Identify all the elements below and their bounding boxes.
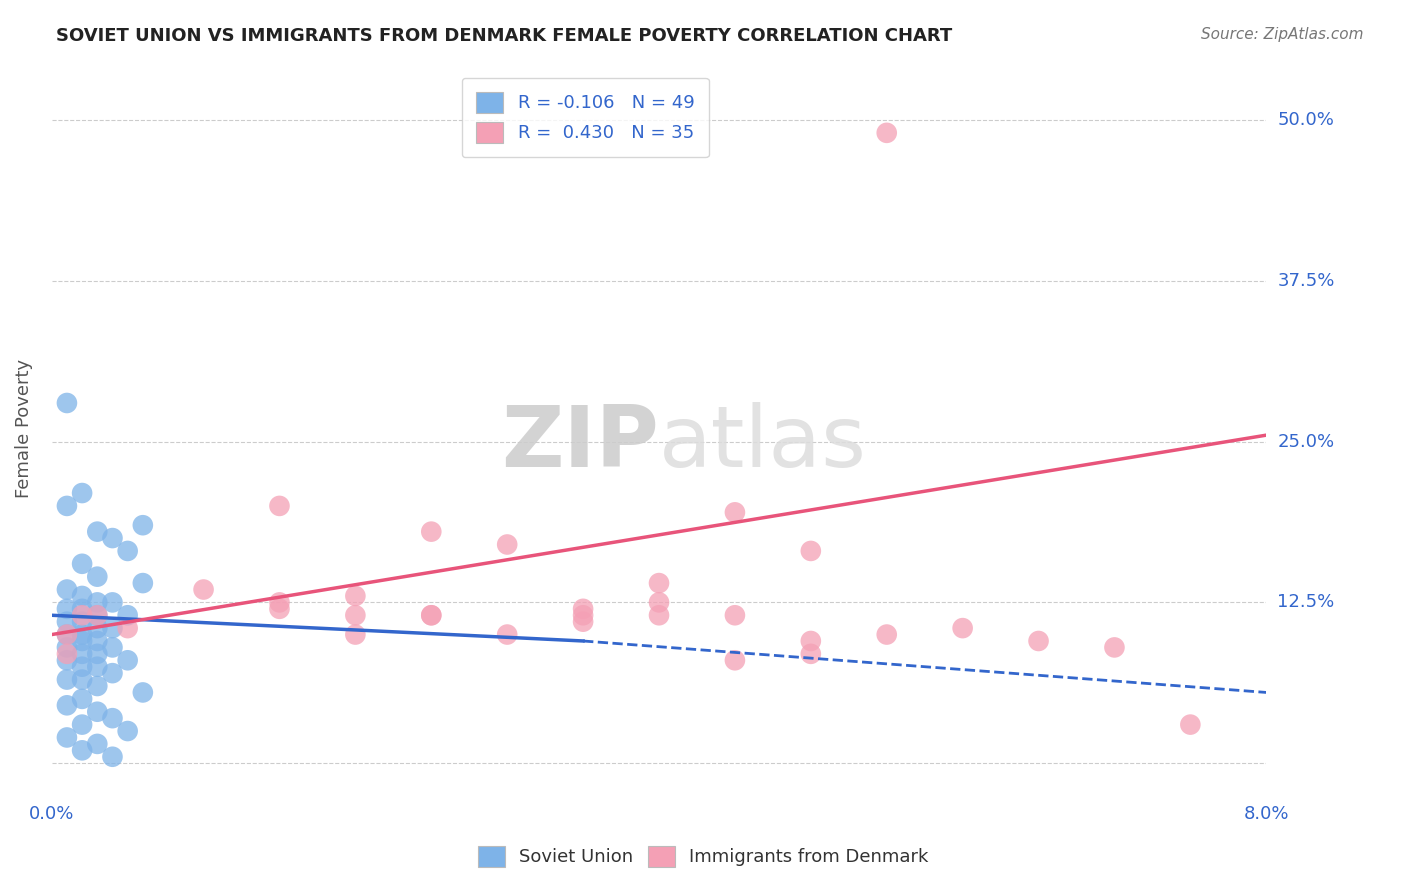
Text: atlas: atlas bbox=[659, 401, 868, 484]
Point bbox=[86, 608, 108, 623]
Point bbox=[56, 499, 79, 513]
Point bbox=[101, 749, 124, 764]
Point bbox=[800, 647, 823, 661]
Point bbox=[56, 698, 79, 713]
Point bbox=[86, 595, 108, 609]
Point bbox=[70, 634, 93, 648]
Point bbox=[86, 737, 108, 751]
Point bbox=[117, 544, 139, 558]
Point bbox=[70, 647, 93, 661]
Text: ZIP: ZIP bbox=[502, 401, 659, 484]
Point bbox=[1028, 634, 1050, 648]
Point bbox=[70, 602, 93, 616]
Point bbox=[344, 627, 367, 641]
Point bbox=[70, 673, 93, 687]
Point bbox=[117, 621, 139, 635]
Point bbox=[86, 634, 108, 648]
Text: SOVIET UNION VS IMMIGRANTS FROM DENMARK FEMALE POVERTY CORRELATION CHART: SOVIET UNION VS IMMIGRANTS FROM DENMARK … bbox=[56, 27, 952, 45]
Point bbox=[86, 659, 108, 673]
Point bbox=[648, 576, 671, 591]
Point bbox=[86, 705, 108, 719]
Point bbox=[70, 659, 93, 673]
Point bbox=[1104, 640, 1126, 655]
Point bbox=[56, 731, 79, 745]
Text: Source: ZipAtlas.com: Source: ZipAtlas.com bbox=[1201, 27, 1364, 42]
Point bbox=[344, 608, 367, 623]
Point bbox=[70, 691, 93, 706]
Point bbox=[56, 396, 79, 410]
Point bbox=[70, 743, 93, 757]
Point bbox=[101, 621, 124, 635]
Point bbox=[800, 544, 823, 558]
Point bbox=[132, 685, 155, 699]
Point bbox=[117, 608, 139, 623]
Point bbox=[420, 608, 443, 623]
Point bbox=[117, 653, 139, 667]
Legend: Soviet Union, Immigrants from Denmark: Soviet Union, Immigrants from Denmark bbox=[470, 838, 936, 874]
Point bbox=[1180, 717, 1202, 731]
Point bbox=[70, 486, 93, 500]
Point bbox=[86, 608, 108, 623]
Point bbox=[420, 524, 443, 539]
Point bbox=[56, 653, 79, 667]
Point bbox=[269, 595, 291, 609]
Point bbox=[56, 615, 79, 629]
Point bbox=[572, 608, 595, 623]
Point bbox=[56, 582, 79, 597]
Point bbox=[86, 621, 108, 635]
Point bbox=[56, 647, 79, 661]
Point bbox=[56, 602, 79, 616]
Text: 37.5%: 37.5% bbox=[1278, 272, 1334, 290]
Point bbox=[344, 589, 367, 603]
Point bbox=[876, 627, 898, 641]
Point bbox=[70, 615, 93, 629]
Point bbox=[70, 608, 93, 623]
Point bbox=[193, 582, 215, 597]
Point bbox=[876, 126, 898, 140]
Point bbox=[101, 595, 124, 609]
Point bbox=[70, 589, 93, 603]
Point bbox=[101, 666, 124, 681]
Text: 50.0%: 50.0% bbox=[1278, 111, 1334, 129]
Point bbox=[724, 653, 747, 667]
Legend: R = -0.106   N = 49, R =  0.430   N = 35: R = -0.106 N = 49, R = 0.430 N = 35 bbox=[461, 78, 709, 157]
Point bbox=[496, 627, 519, 641]
Point bbox=[56, 673, 79, 687]
Text: 8.0%: 8.0% bbox=[1243, 805, 1289, 823]
Y-axis label: Female Poverty: Female Poverty bbox=[15, 359, 32, 499]
Point bbox=[420, 608, 443, 623]
Point bbox=[648, 608, 671, 623]
Point bbox=[56, 627, 79, 641]
Point bbox=[86, 647, 108, 661]
Point bbox=[70, 627, 93, 641]
Text: 0.0%: 0.0% bbox=[30, 805, 75, 823]
Point bbox=[952, 621, 974, 635]
Point bbox=[724, 505, 747, 519]
Point bbox=[56, 627, 79, 641]
Point bbox=[724, 608, 747, 623]
Text: 12.5%: 12.5% bbox=[1278, 593, 1334, 611]
Point bbox=[269, 499, 291, 513]
Point bbox=[86, 524, 108, 539]
Point bbox=[101, 711, 124, 725]
Point bbox=[496, 537, 519, 551]
Point bbox=[132, 576, 155, 591]
Point bbox=[101, 640, 124, 655]
Point bbox=[70, 717, 93, 731]
Point bbox=[572, 615, 595, 629]
Point bbox=[117, 724, 139, 739]
Point bbox=[132, 518, 155, 533]
Point bbox=[70, 557, 93, 571]
Point bbox=[800, 634, 823, 648]
Point bbox=[56, 640, 79, 655]
Point bbox=[269, 602, 291, 616]
Point bbox=[648, 595, 671, 609]
Point bbox=[86, 679, 108, 693]
Text: 25.0%: 25.0% bbox=[1278, 433, 1334, 450]
Point bbox=[86, 569, 108, 583]
Point bbox=[572, 602, 595, 616]
Point bbox=[101, 531, 124, 545]
